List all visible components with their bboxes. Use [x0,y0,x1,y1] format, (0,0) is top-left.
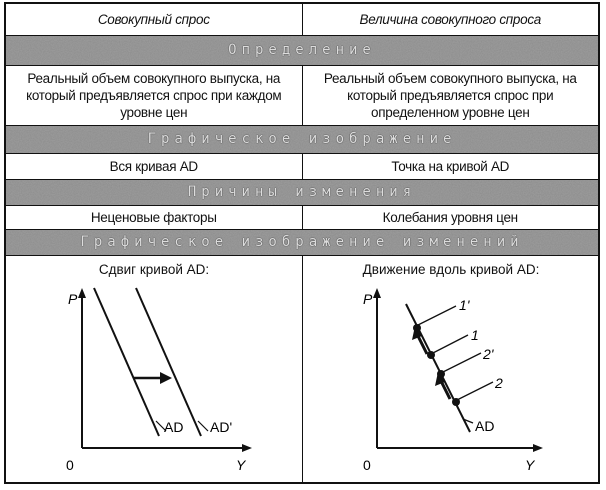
section-title: Графическое изображение [147,131,457,147]
definition-row: Реальный объем совокупного выпуска, на к… [6,66,598,126]
comparison-table: Совокупный спрос Величина совокупного сп… [4,2,600,484]
section-band-definition: Определение [6,36,598,66]
x-axis-arrowhead [533,444,543,452]
section-title: Причины изменения [187,184,417,200]
graphic-row: Вся кривая AD Точка на кривой AD [6,154,598,180]
y-axis-label: P [363,291,373,307]
causes-right: Колебания уровня цен [301,206,599,229]
graphic-right: Точка на кривой AD [301,154,599,179]
ad-prime-label: AD' [210,419,232,435]
header-row: Совокупный спрос Величина совокупного сп… [6,4,598,36]
point-1-label: 1 [471,327,479,343]
y-axis-arrowhead [373,288,381,298]
section-title: Графическое изображение изменений [80,234,524,250]
movement-graph: P Y 0 1' 1 2' 2 AD [363,288,543,473]
section-band-changes: Графическое изображение изменений [6,230,598,256]
point-2-prime [437,370,445,378]
section-title: Определение [228,42,376,58]
point-2 [452,398,460,406]
point-1 [427,351,435,359]
movement-graph-cell: Движение вдоль кривой AD: [302,256,599,482]
x-axis-arrowhead [242,444,252,452]
shift-graph: P Y 0 AD AD' [66,287,252,473]
ad-label: AD [475,418,494,434]
origin-label: 0 [66,457,74,473]
point-2-prime-label: 2' [482,346,495,362]
y-axis-label: P [68,291,78,307]
definition-right: Реальный объем совокупного выпуска, на к… [301,66,599,125]
definition-left: Реальный объем совокупного выпуска, на к… [26,71,282,120]
header-left: Совокупный спрос [97,12,210,27]
y-axis-arrowhead [78,288,86,298]
graphs-row: Сдвиг кривой AD: P Y 0 [6,256,598,482]
point-2-label: 2 [494,375,503,391]
shift-arrowhead [160,372,172,384]
shift-graph-title: Сдвиг кривой AD: [98,262,210,277]
point-1-prime-label: 1' [459,297,471,313]
point-1-prime [413,324,421,332]
movement-graph-title: Движение вдоль кривой AD: [362,262,540,277]
ad-curve [93,287,160,437]
x-axis-label: Y [236,457,247,473]
ad-prime-curve [135,287,202,437]
x-axis-label: Y [525,457,536,473]
section-band-graphic: Графическое изображение [6,126,598,154]
causes-left: Неценовые факторы [90,210,217,225]
shift-graph-cell: Сдвиг кривой AD: P Y 0 [6,256,302,482]
ad-curve [405,303,471,433]
section-band-causes: Причины изменения [6,180,598,206]
header-right: Величина совокупного спроса [301,4,599,35]
origin-label: 0 [363,457,371,473]
graphic-left: Вся кривая AD [109,159,199,174]
ad-label: AD [164,419,183,435]
causes-row: Неценовые факторы Колебания уровня цен [6,206,598,230]
